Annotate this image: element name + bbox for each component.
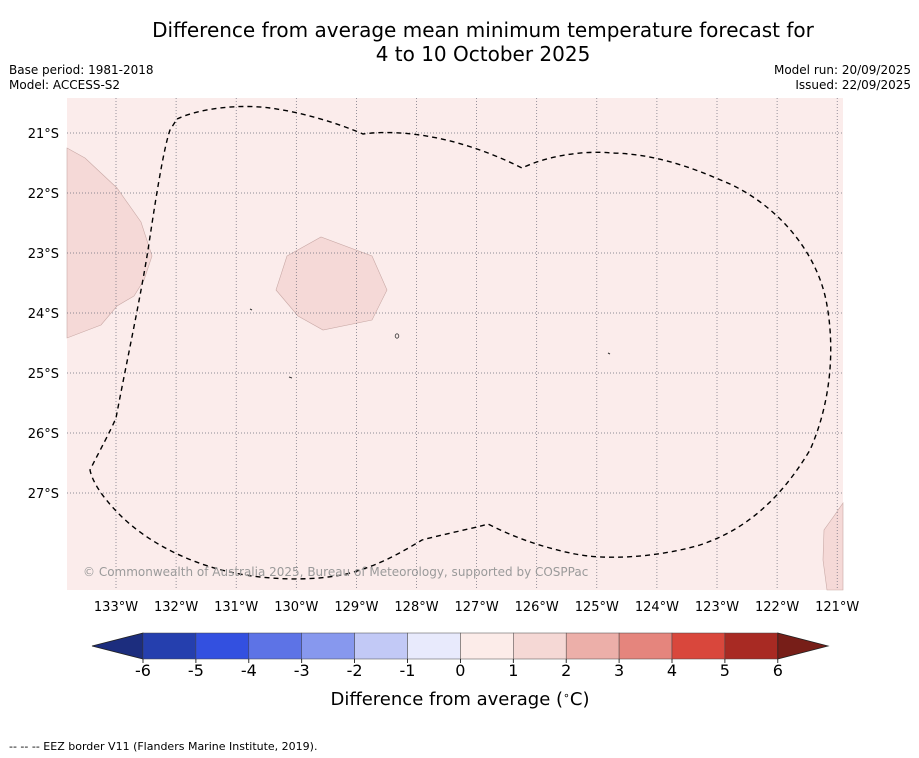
colorbar-tick-label: -6 [135, 661, 151, 680]
chart-title: Difference from average mean minimum tem… [0, 18, 919, 66]
colorbar-tick-label: 3 [614, 661, 624, 680]
latitude-label: 26°S [28, 427, 59, 442]
colorbar-segment [671, 632, 726, 660]
longitude-label: 123°W [695, 600, 739, 615]
island-marker [394, 333, 400, 339]
colorbar-tick-label: -4 [241, 661, 257, 680]
colorbar-segment [248, 632, 302, 660]
latitude-gridlines [67, 132, 843, 494]
colorbar-segment [354, 632, 408, 660]
colorbar-segment [724, 632, 779, 660]
eez-legend: -- -- -- EEZ border V11 (Flanders Marine… [9, 740, 318, 753]
issued-date: Issued: 22/09/2025 [795, 78, 911, 92]
longitude-label: 127°W [455, 600, 499, 615]
model-run: Model run: 20/09/2025 [773, 63, 911, 77]
title-line-1: Difference from average mean minimum tem… [152, 18, 814, 42]
island-marker [607, 352, 611, 355]
copyright-notice: © Commonwealth of Australia 2025, Bureau… [83, 565, 589, 579]
meta-right: Model run: 20/09/2025 Issued: 22/09/2025 [774, 63, 911, 93]
model-name: Model: ACCESS-S2 [9, 78, 121, 92]
longitude-labels: 133°W 132°W 131°W 130°W 129°W 128°W 127°W 126°W… [94, 600, 860, 615]
longitude-gridlines [115, 98, 838, 590]
colorbar-segment [618, 632, 673, 660]
base-period: Base period: 1981-2018 [9, 63, 154, 77]
latitude-label: 27°S [28, 487, 59, 502]
colorbar-segment [195, 632, 250, 660]
colorbar-tick-label: 5 [720, 661, 730, 680]
map-area [67, 98, 843, 590]
longitude-label: 128°W [394, 600, 438, 615]
colorbar-tick-label: 2 [561, 661, 571, 680]
latitude-labels: 21°S 22°S 23°S 24°S 25°S 26°S 27°S [28, 127, 59, 502]
island-markers [249, 308, 611, 379]
colorbar-tick-label: 6 [773, 661, 783, 680]
anomaly-region-southeast [822, 502, 844, 591]
latitude-label: 21°S [28, 127, 59, 142]
anomaly-region-west [66, 147, 153, 339]
colorbar-segment [513, 632, 567, 660]
colorbar-segment [460, 632, 514, 660]
colorbar-segment [407, 632, 461, 660]
longitude-label: 133°W [94, 600, 138, 615]
latitude-label: 25°S [28, 367, 59, 382]
longitude-label: 126°W [515, 600, 559, 615]
colorbar-tick-label: 0 [455, 661, 465, 680]
island-marker [249, 308, 253, 311]
colorbar-extend-min [91, 632, 144, 660]
colorbar-tick-label: -2 [347, 661, 363, 680]
colorbar-segment [301, 632, 355, 660]
colorbar-tick-label: -5 [188, 661, 204, 680]
longitude-label: 122°W [755, 600, 799, 615]
island-marker [288, 376, 293, 379]
colorbar-extend-max [777, 632, 830, 660]
meta-left: Base period: 1981-2018 Model: ACCESS-S2 [9, 63, 154, 93]
longitude-label: 132°W [154, 600, 198, 615]
longitude-label: 131°W [214, 600, 258, 615]
longitude-label: 130°W [274, 600, 318, 615]
longitude-label: 129°W [334, 600, 378, 615]
latitude-label: 24°S [28, 307, 59, 322]
longitude-label: 121°W [815, 600, 859, 615]
colorbar-tick-label: 1 [508, 661, 518, 680]
colorbar-tick-label: 4 [667, 661, 677, 680]
latitude-label: 23°S [28, 247, 59, 262]
colorbar-tick-label: -1 [400, 661, 416, 680]
title-line-2: 4 to 10 October 2025 [375, 42, 591, 66]
colorbar-segment [565, 632, 620, 660]
longitude-label: 125°W [575, 600, 619, 615]
colorbar-title: Difference from average (∘C) [330, 689, 589, 710]
anomaly-region-central [275, 236, 388, 331]
colorbar-tick-label: -3 [294, 661, 310, 680]
latitude-label: 22°S [28, 187, 59, 202]
longitude-label: 124°W [635, 600, 679, 615]
colorbar: -6 -5 -4 -3 -2 -1 0 1 2 3 4 5 6 [91, 632, 830, 680]
colorbar-segment [142, 632, 197, 660]
